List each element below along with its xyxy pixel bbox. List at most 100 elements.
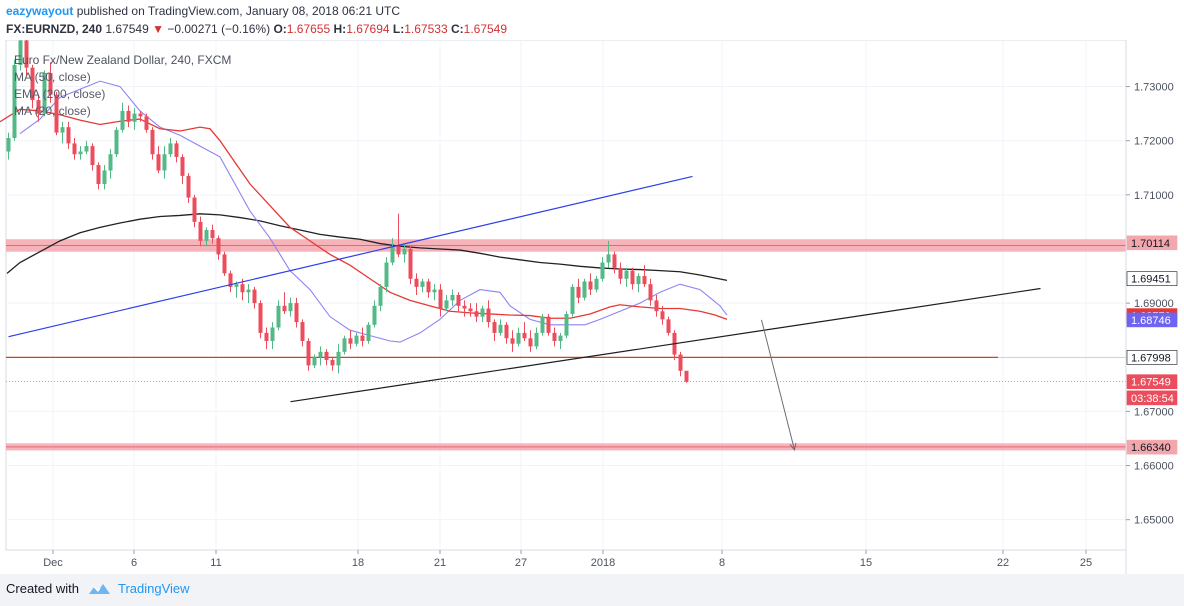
price-axis[interactable]: 1.73000 1.72000 1.71000 1.69000 1.67000 1.660… (1126, 82, 1174, 527)
candle-body (366, 324, 371, 342)
candle-body (108, 154, 113, 171)
candle-body (282, 305, 287, 312)
time-axis[interactable]: Dec 6 11 18 21 27 2018 8 15 22 25 (43, 550, 1092, 569)
candle-body (96, 165, 101, 185)
candle-body (426, 281, 431, 293)
candle-body (420, 281, 425, 287)
candle-body (12, 64, 17, 138)
candle-body (78, 151, 83, 155)
high-label: H: (333, 22, 347, 36)
candle-body (228, 273, 233, 287)
ma20-line (19, 80, 728, 343)
candle-body (558, 335, 563, 342)
candle-body (642, 276, 647, 285)
candle-body (396, 246, 401, 255)
y-tick-label: 1.73000 (1134, 82, 1174, 94)
tradingview-logo-icon[interactable] (88, 582, 112, 596)
candle-body (198, 221, 203, 241)
forecast-arrow-head (789, 442, 797, 451)
candle-body (48, 73, 53, 95)
price-tag (1126, 235, 1178, 251)
candle-body (234, 284, 239, 287)
candle-body (318, 351, 323, 358)
candle-body (474, 311, 479, 317)
candle-body (402, 248, 407, 255)
candle-body (84, 146, 89, 152)
price-tag-label: 1.67998 (1131, 352, 1171, 364)
candle-body (90, 146, 95, 166)
candle-body (210, 230, 215, 239)
author-link[interactable]: eazywayout (6, 4, 74, 18)
chart-header: eazywayout published on TradingView.com,… (0, 0, 1184, 40)
candle-body (684, 370, 689, 382)
candle-body (18, 40, 23, 65)
candle-body (564, 313, 569, 336)
candlesticks (6, 40, 689, 383)
candle-body (516, 332, 521, 344)
candle-body (252, 289, 257, 304)
candle-body (612, 254, 617, 268)
created-with-text: Created with (6, 581, 79, 596)
candle-body (300, 322, 305, 342)
symbol-info: FX:EURNZD, 240 1.67549 ▼ −0.00271 (−0.16… (6, 22, 507, 36)
candle-body (504, 324, 509, 339)
candle-body (600, 262, 605, 279)
down-triangle-icon: ▼ (152, 22, 164, 36)
candle-body (540, 316, 545, 333)
candle-body (138, 113, 143, 117)
plot-area[interactable] (5, 40, 1127, 551)
candle-body (330, 359, 335, 366)
candle-body (378, 286, 383, 306)
candle-body (384, 262, 389, 287)
candle-body (294, 303, 299, 323)
candle-body (630, 270, 635, 285)
y-tick-label: 1.66000 (1134, 461, 1174, 473)
candle-body (486, 308, 491, 323)
candle-body (390, 246, 395, 263)
y-tick-label: 1.72000 (1134, 136, 1174, 148)
candle-body (276, 305, 281, 328)
candle-body (450, 295, 455, 301)
price-tag-label: 1.70114 (1131, 238, 1170, 250)
candle-body (582, 281, 587, 298)
high-value: 1.67694 (346, 22, 390, 36)
candle-body (552, 332, 557, 342)
price-tag-label: 1.66340 (1131, 442, 1171, 454)
open-label: O: (273, 22, 287, 36)
y-tick-label: 1.65000 (1134, 515, 1174, 527)
candle-body (342, 338, 347, 352)
y-tick-label: 1.67000 (1134, 406, 1174, 418)
price-tag-label: 1.69451 (1131, 274, 1171, 286)
trendline-black (290, 287, 1041, 403)
ema200-line (6, 213, 728, 282)
price-tag-label: 1.68746 (1131, 315, 1171, 327)
candle-body (372, 305, 377, 325)
candle-body (360, 335, 365, 342)
price-change: −0.00271 (−0.16%) (167, 22, 271, 36)
candle-body (522, 332, 527, 339)
price-tag (1126, 374, 1178, 389)
last-price: 1.67549 (105, 22, 149, 36)
candle-body (258, 303, 263, 333)
tradingview-brand[interactable]: TradingView (118, 581, 190, 596)
price-tag (1126, 312, 1178, 328)
open-value: 1.67655 (286, 22, 331, 36)
price-chart[interactable]: Euro Fx/New Zealand Dollar, 240, FXCM MA… (0, 40, 1184, 574)
legend-ma20: MA (20, close) (14, 104, 91, 118)
candle-body (324, 351, 329, 360)
candle-body (30, 67, 35, 101)
published-text: published on TradingView.com, January 08… (76, 4, 401, 18)
candle-body (306, 341, 311, 366)
candle-body (534, 332, 539, 347)
candle-body (168, 143, 173, 155)
x-tick-label: 6 (131, 557, 137, 569)
price-tag (1126, 350, 1178, 365)
candle-body (312, 357, 317, 366)
y-tick-label: 1.69000 (1134, 298, 1174, 310)
x-tick-label: 25 (1080, 557, 1092, 569)
x-tick-label: 18 (352, 557, 364, 569)
candle-body (654, 300, 659, 312)
candle-body (432, 289, 437, 293)
candle-body (6, 137, 11, 152)
candle-body (192, 197, 197, 222)
